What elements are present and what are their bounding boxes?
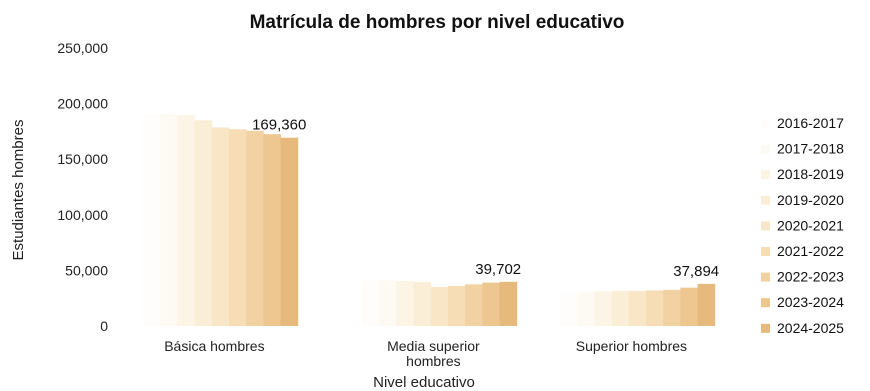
bar — [362, 280, 380, 326]
bar — [465, 284, 483, 326]
y-tick-label: 100,000 — [57, 207, 108, 223]
data-label: 39,702 — [475, 261, 521, 278]
y-tick-label: 0 — [100, 318, 108, 334]
bar — [160, 114, 178, 326]
data-label: 169,360 — [252, 117, 306, 134]
y-axis-label: Estudiantes hombres — [10, 120, 27, 261]
data-label: 37,894 — [673, 263, 719, 280]
legend-swatch — [761, 144, 770, 154]
legend-label: 2020-2021 — [777, 217, 844, 233]
legend-swatch — [761, 119, 770, 128]
bar — [646, 290, 664, 326]
bar — [396, 280, 414, 326]
bar — [680, 287, 698, 326]
x-tick-label: Media superior — [387, 338, 480, 354]
legend-label: 2024-2025 — [777, 320, 844, 336]
legend-swatch — [761, 272, 770, 282]
bar — [143, 114, 161, 326]
bar — [229, 129, 247, 326]
bar — [448, 285, 466, 326]
bar — [482, 282, 500, 326]
legend-swatch — [761, 195, 770, 205]
bar — [194, 120, 213, 326]
legend-swatch — [761, 247, 770, 256]
y-tick-label: 200,000 — [57, 96, 108, 112]
y-tick-label: 150,000 — [57, 151, 108, 167]
bar — [577, 292, 595, 326]
legend-label: 2016-2017 — [777, 115, 844, 131]
x-tick-label: Básica hombres — [164, 338, 264, 354]
bar — [430, 287, 449, 326]
legend-label: 2019-2020 — [777, 192, 844, 208]
bar — [177, 115, 195, 326]
legend-label: 2021-2022 — [777, 243, 844, 259]
legend-swatch — [761, 221, 770, 231]
legend-swatch — [761, 323, 770, 333]
bar — [560, 292, 578, 326]
y-tick-label: 50,000 — [65, 262, 108, 278]
bar — [263, 134, 281, 326]
legend-label: 2023-2024 — [777, 294, 844, 310]
chart-title: Matrícula de hombres por nivel educativo — [250, 12, 625, 33]
legend-swatch — [761, 298, 770, 308]
x-tick-label: Superior hombres — [576, 338, 687, 354]
bar — [246, 130, 264, 326]
bar — [211, 127, 230, 327]
legend-label: 2017-2018 — [777, 141, 844, 157]
legend-swatch — [761, 170, 770, 180]
bar — [663, 289, 681, 326]
bar — [499, 281, 518, 326]
bar — [413, 282, 432, 326]
x-tick-label: hombres — [406, 353, 460, 369]
x-axis-label: Nivel educativo — [373, 374, 475, 391]
bar — [611, 290, 630, 326]
y-tick-label: 250,000 — [57, 40, 108, 56]
bar — [379, 280, 397, 326]
bar — [280, 137, 299, 326]
bar — [594, 291, 612, 326]
legend-label: 2018-2019 — [777, 166, 844, 182]
bar — [628, 290, 647, 326]
bar — [697, 283, 716, 326]
legend-label: 2022-2023 — [777, 269, 844, 285]
